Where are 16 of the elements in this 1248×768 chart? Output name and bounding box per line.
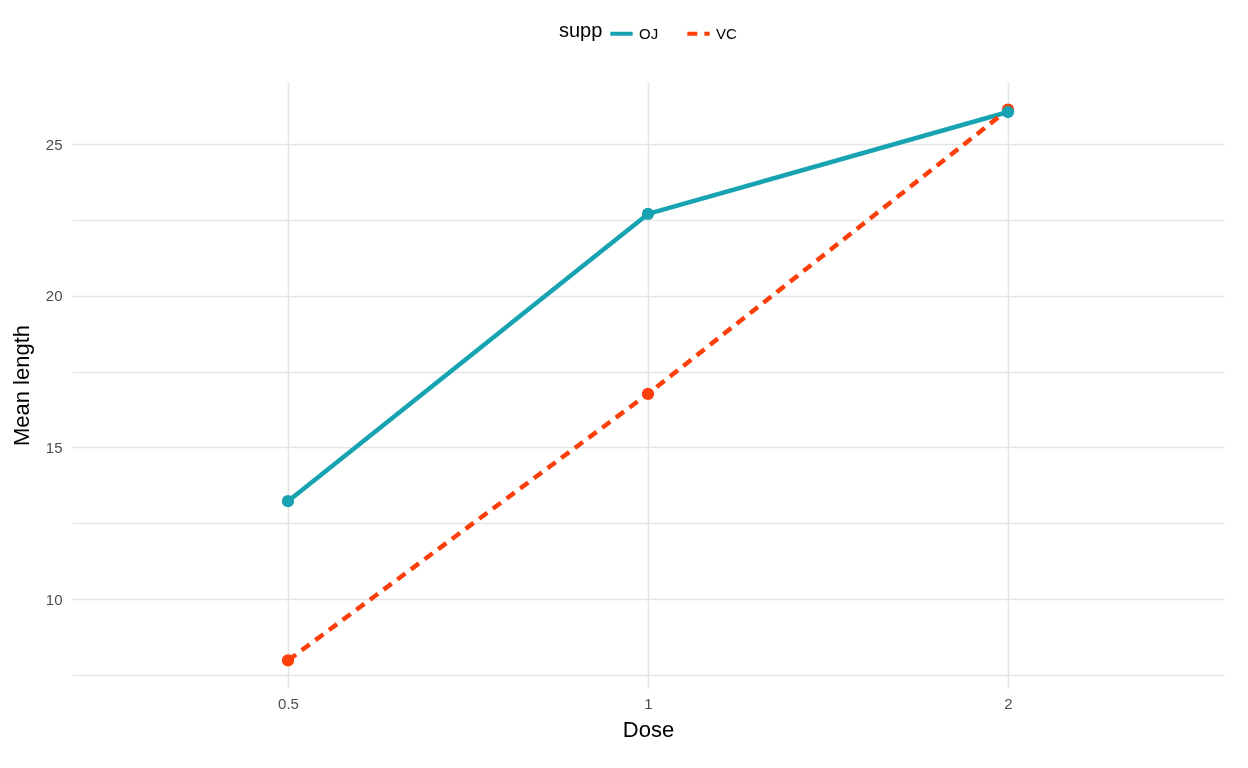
legend-title: supp: [559, 19, 603, 41]
y-tick-label: 20: [45, 287, 63, 305]
x-tick-label: 2: [1004, 694, 1013, 712]
y-tick-label: 10: [45, 590, 63, 608]
y-tick-label: 25: [45, 135, 63, 153]
x-tick-label: 1: [644, 694, 653, 712]
x-axis-title: Dose: [622, 716, 675, 742]
legend-label: VC: [716, 24, 737, 42]
point: [281, 495, 295, 508]
legend-label: OJ: [639, 24, 659, 42]
y-axis-title: Mean length: [8, 324, 34, 447]
y-tick-label: 15: [45, 438, 63, 456]
x-tick-label: 0.5: [278, 694, 299, 712]
point: [641, 387, 655, 400]
point: [281, 654, 295, 667]
point: [641, 207, 655, 221]
